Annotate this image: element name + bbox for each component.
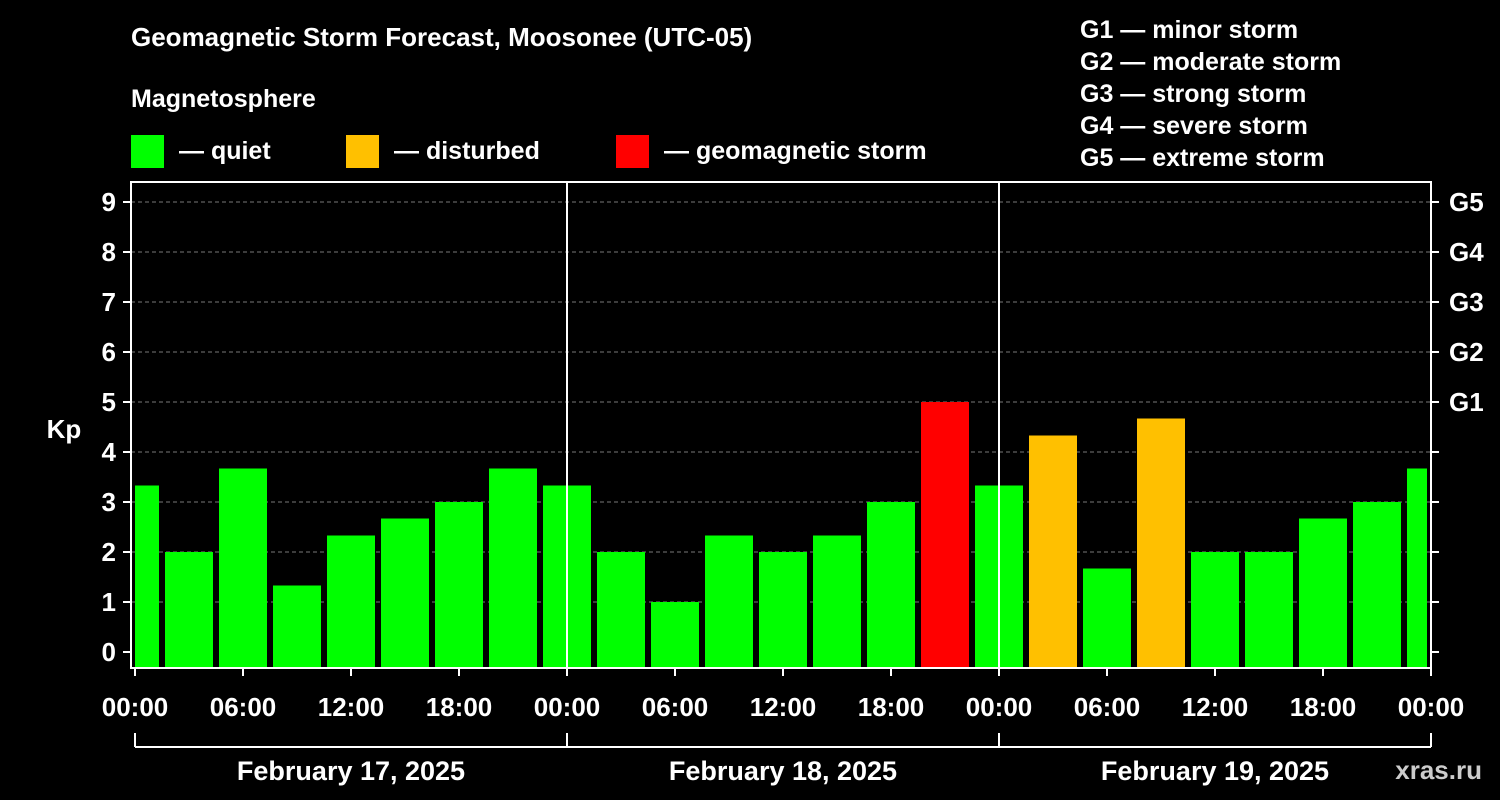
storm-level-label: G4: [1449, 237, 1484, 267]
kp-bar: [1299, 518, 1347, 668]
kp-bar: [1083, 568, 1131, 668]
legend-label-disturbed: — disturbed: [394, 136, 540, 165]
storm-level-label: G5: [1449, 187, 1484, 217]
kp-bar: [489, 468, 537, 668]
kp-bar: [813, 535, 861, 668]
legend-swatch-disturbed: [346, 134, 379, 168]
x-tick-label: 12:00: [750, 692, 817, 722]
scale-g1: G1 — minor storm: [1080, 16, 1299, 44]
scale-g4: G4 — severe storm: [1080, 112, 1308, 140]
x-tick-label: 12:00: [1182, 692, 1249, 722]
legend-swatch-storm: [616, 134, 649, 168]
date-label: February 19, 2025: [1101, 756, 1329, 786]
plot-frame: [130, 181, 1432, 669]
kp-bar: [651, 602, 699, 668]
y-tick-label: 8: [102, 237, 116, 267]
plot-border: [130, 181, 1432, 669]
x-tick-label: 00:00: [534, 692, 601, 722]
bars: [135, 402, 1427, 668]
x-tick-label: 06:00: [1074, 692, 1141, 722]
scale-g5: G5 — extreme storm: [1080, 144, 1325, 172]
y-tick-label: 3: [102, 487, 116, 517]
y-tick-label: 0: [102, 637, 116, 667]
storm-scale-legend: G1 — minor storm G2 — moderate storm G3 …: [1080, 14, 1341, 174]
kp-bar: [381, 518, 429, 668]
kp-bar: [1191, 552, 1239, 668]
legend-label-storm: — geomagnetic storm: [664, 136, 927, 165]
y-axis-label: Kp: [47, 414, 82, 444]
kp-bar: [219, 468, 267, 668]
y-tick-label: 6: [102, 337, 116, 367]
kp-bar: [165, 552, 213, 668]
x-tick-label: 18:00: [858, 692, 925, 722]
date-label: February 17, 2025: [237, 756, 465, 786]
kp-bar: [135, 485, 159, 668]
kp-bar: [327, 535, 375, 668]
kp-bar: [1137, 418, 1185, 668]
y-tick-label: 9: [102, 187, 116, 217]
kp-bar: [1407, 468, 1427, 668]
x-tick-label: 00:00: [1398, 692, 1465, 722]
storm-level-label: G2: [1449, 337, 1484, 367]
x-tick-label: 06:00: [210, 692, 277, 722]
axes: 0 1 2 3 4 5 6 7 8 9 G1 G2 G3 G4 G5 00:00 06:00 12:00 18:00…: [102, 187, 1485, 786]
x-tick-label: 06:00: [642, 692, 709, 722]
x-tick-label: 00:00: [966, 692, 1033, 722]
kp-bar: [1245, 552, 1293, 668]
y-tick-label: 4: [102, 437, 117, 467]
legend-item-quiet: — quiet: [131, 134, 271, 168]
legend-title: Magnetosphere: [131, 85, 316, 113]
kp-bar: [705, 535, 753, 668]
x-tick-label: 00:00: [102, 692, 169, 722]
x-tick-label: 12:00: [318, 692, 385, 722]
scale-g3: G3 — strong storm: [1080, 80, 1307, 108]
kp-bar: [435, 502, 483, 668]
legend-item-disturbed: — disturbed: [346, 134, 540, 168]
chart-title: Geomagnetic Storm Forecast, Moosonee (UT…: [131, 22, 753, 52]
storm-level-label: G3: [1449, 287, 1484, 317]
kp-bar: [1353, 502, 1401, 668]
kp-bar: [273, 585, 321, 668]
x-tick-label: 18:00: [426, 692, 493, 722]
kp-bar: [597, 552, 645, 668]
storm-level-label: G1: [1449, 387, 1484, 417]
kp-bar: [921, 402, 969, 668]
kp-bar: [1029, 435, 1077, 668]
legend-label-quiet: — quiet: [179, 136, 271, 165]
x-tick-label: 18:00: [1290, 692, 1357, 722]
y-tick-label: 7: [102, 287, 116, 317]
scale-g2: G2 — moderate storm: [1080, 48, 1342, 76]
y-tick-label: 5: [102, 387, 116, 417]
grid-lines: [131, 201, 1431, 603]
date-label: February 18, 2025: [669, 756, 897, 786]
kp-bar: [759, 552, 807, 668]
y-tick-label: 1: [102, 587, 116, 617]
legend-swatch-quiet: [131, 134, 164, 168]
watermark: xras.ru: [1395, 755, 1482, 785]
y-tick-label: 2: [102, 537, 116, 567]
legend-item-storm: — geomagnetic storm: [616, 134, 927, 168]
kp-bar: [867, 502, 915, 668]
